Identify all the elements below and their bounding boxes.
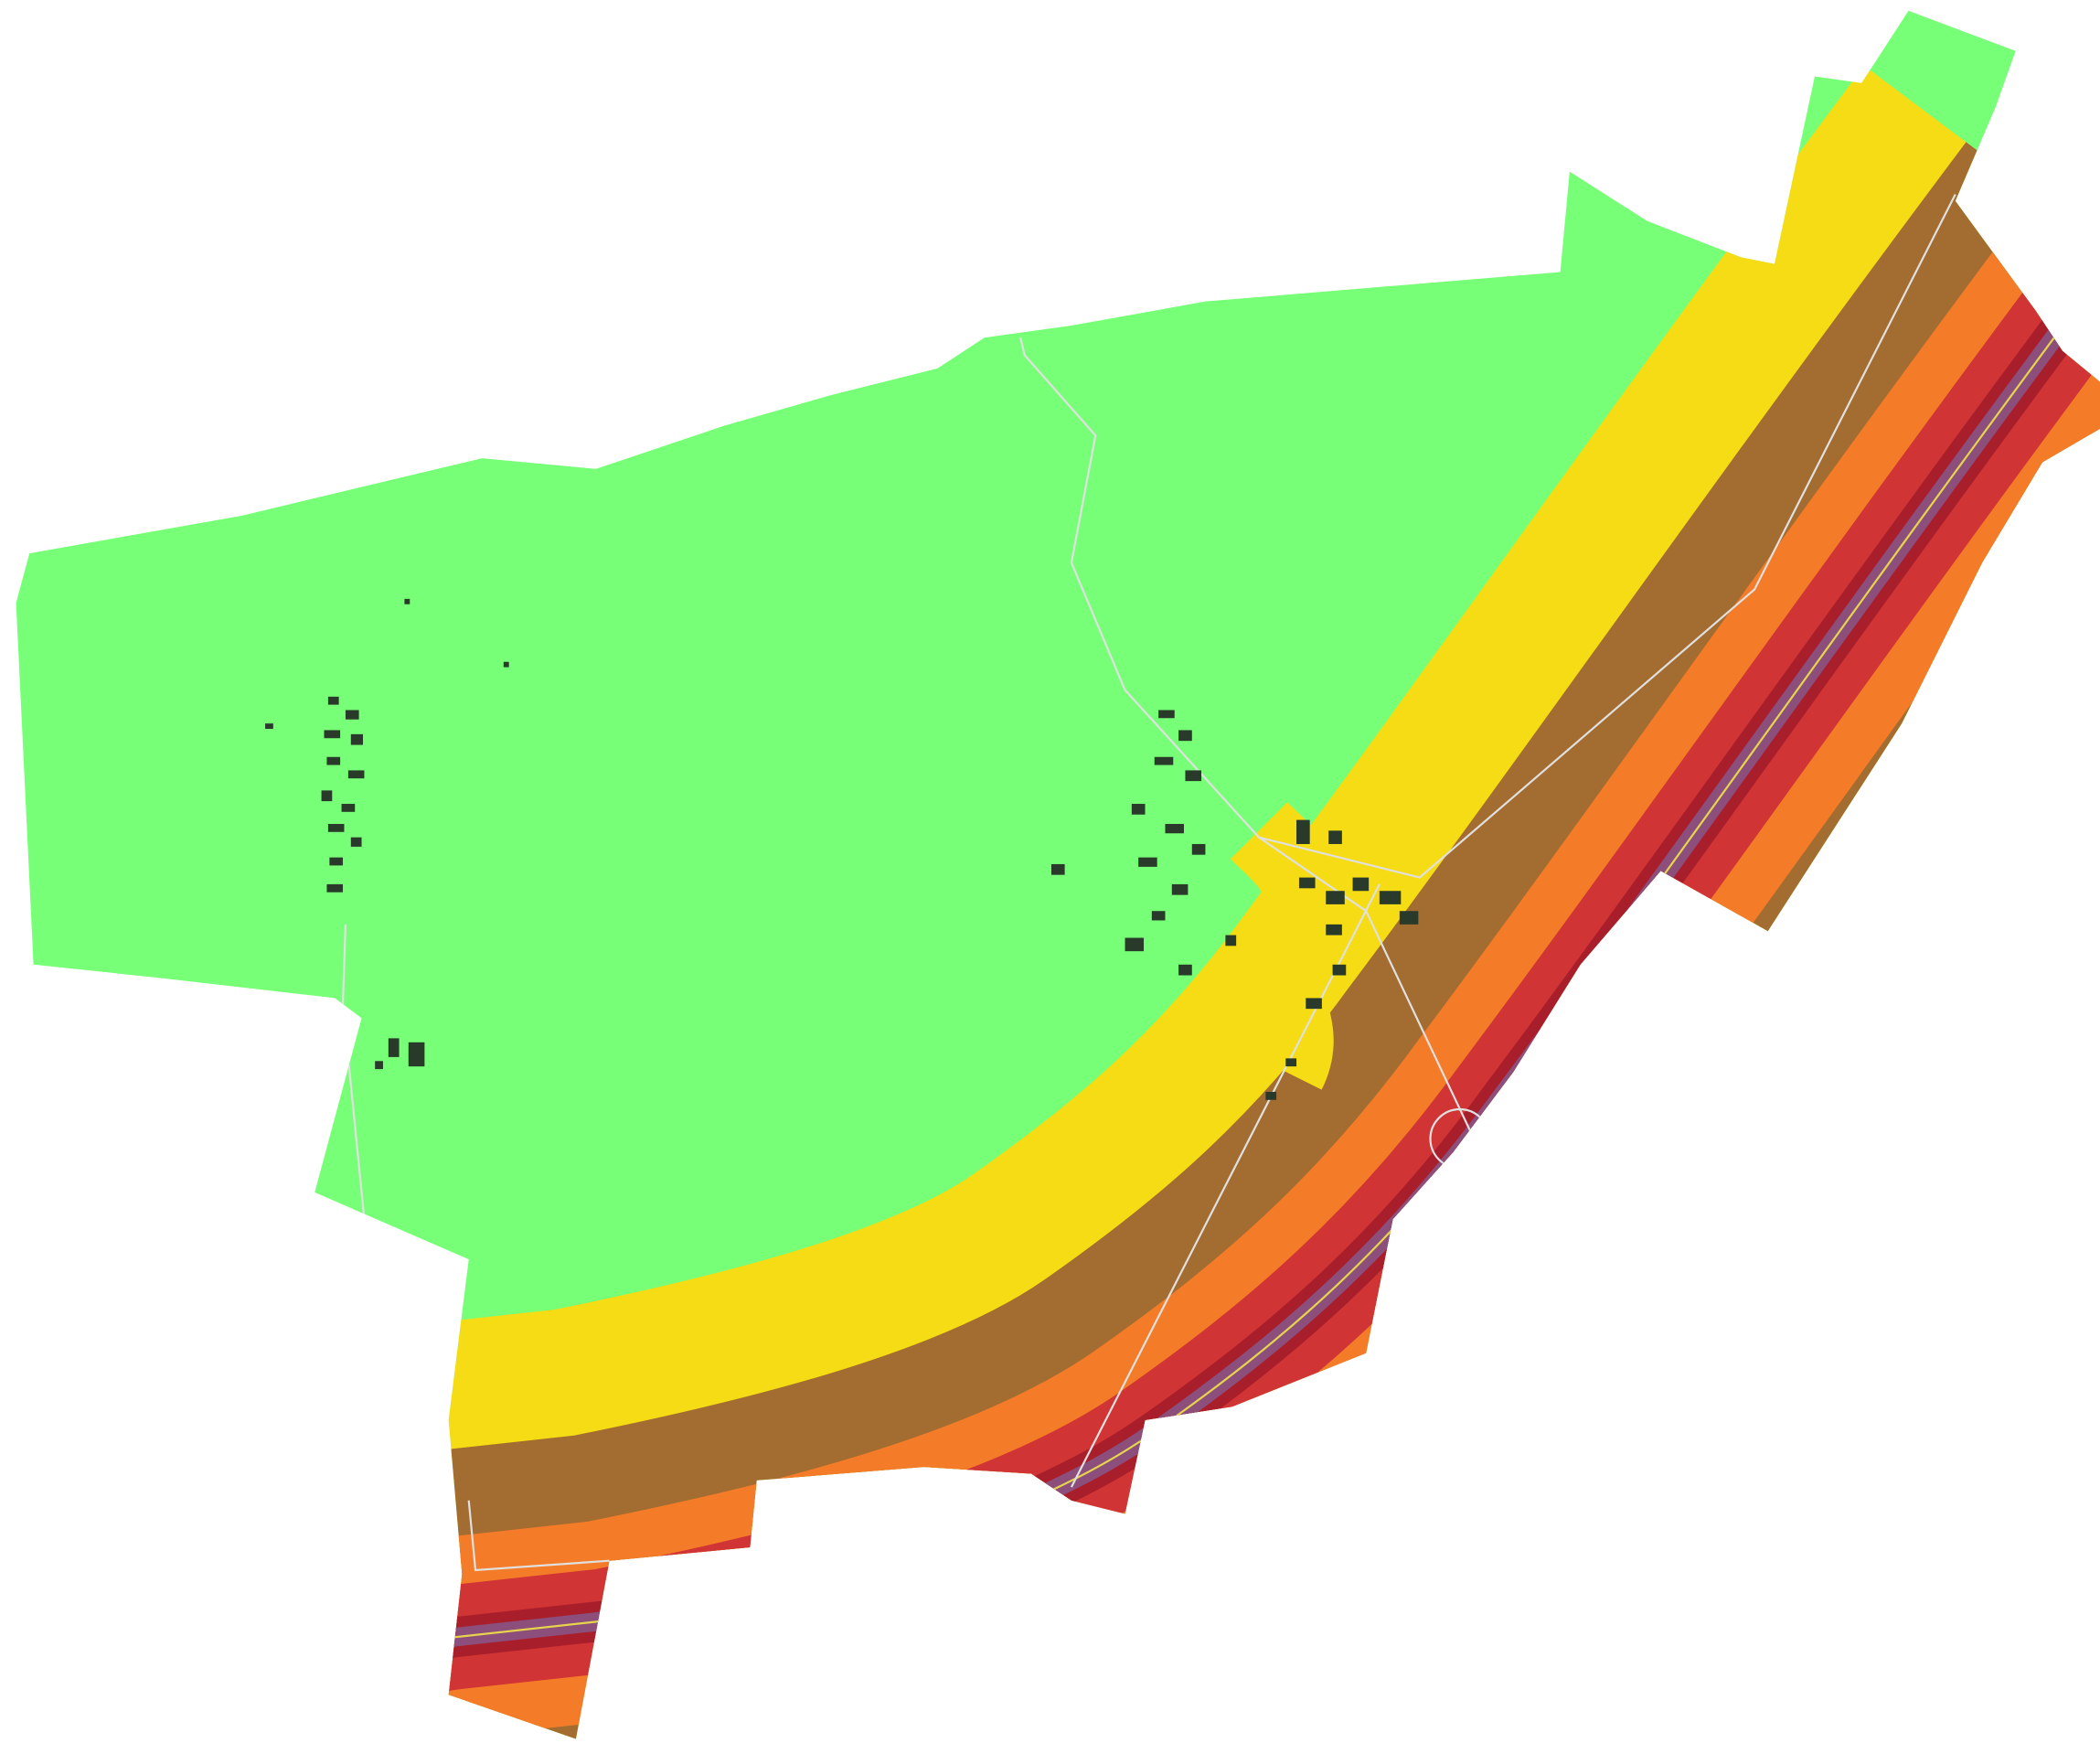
building [350, 837, 362, 847]
building [1178, 964, 1192, 976]
building [1306, 998, 1322, 1010]
building [327, 823, 345, 832]
building [321, 790, 333, 802]
building [329, 857, 344, 866]
building [1379, 891, 1402, 904]
buildings [265, 598, 1419, 1100]
building [347, 770, 365, 779]
building [388, 1038, 400, 1057]
building [1191, 843, 1206, 855]
building [1151, 911, 1166, 921]
building [1265, 1091, 1277, 1100]
building [375, 1061, 383, 1070]
building [1154, 756, 1174, 765]
building [1399, 911, 1419, 925]
building [1332, 964, 1347, 976]
building [1352, 877, 1370, 892]
building [1171, 883, 1189, 895]
building [1131, 804, 1146, 815]
building [326, 883, 344, 893]
building [1158, 710, 1175, 719]
road [1070, 883, 1380, 1488]
building [404, 598, 410, 604]
building [1050, 863, 1065, 875]
road [1019, 193, 1956, 879]
building [1185, 770, 1202, 782]
building [350, 733, 363, 745]
building [265, 723, 273, 729]
building [1298, 877, 1316, 889]
building [1125, 937, 1145, 952]
building [324, 730, 341, 739]
village-zone [1230, 801, 1343, 1090]
building [341, 804, 356, 812]
building [1178, 730, 1192, 742]
building [1165, 823, 1184, 834]
building [326, 756, 341, 765]
building [503, 661, 509, 668]
building [1225, 935, 1237, 946]
building [1328, 830, 1342, 844]
road [467, 1500, 610, 1572]
building [1326, 924, 1342, 936]
building [1326, 891, 1345, 904]
building [1285, 1058, 1297, 1067]
building [408, 1042, 425, 1067]
building [1138, 857, 1157, 867]
roads [341, 193, 1956, 1572]
building [345, 710, 359, 720]
building [327, 696, 339, 705]
building [1296, 819, 1310, 844]
